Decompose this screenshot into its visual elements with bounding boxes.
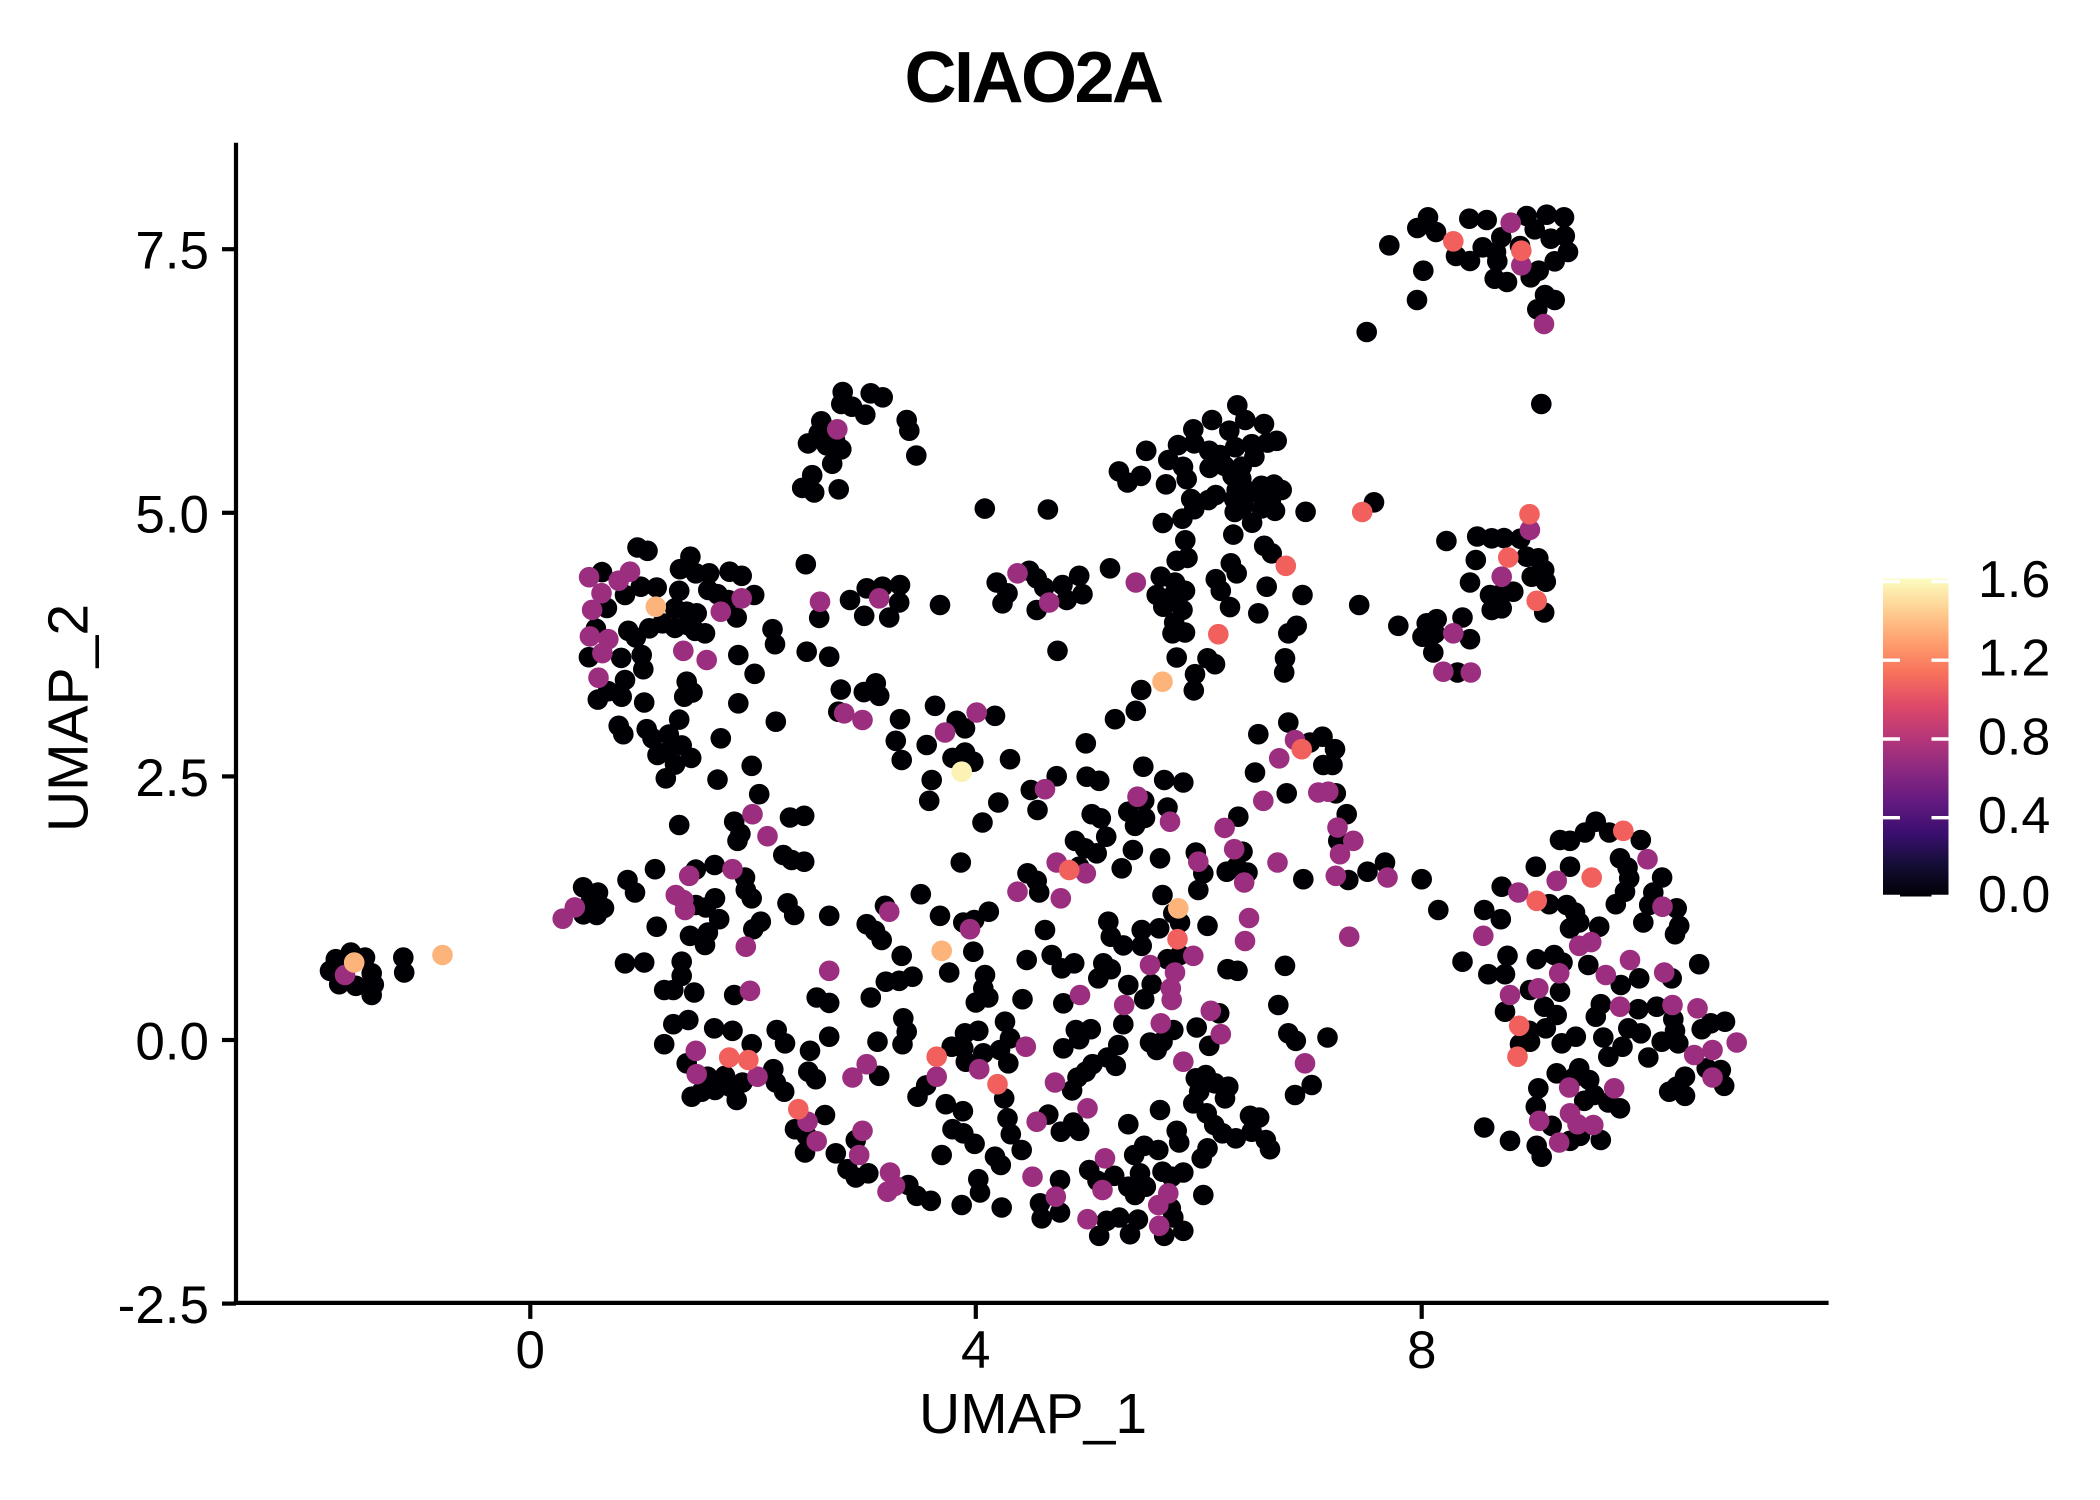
- svg-text:5.0: 5.0: [135, 485, 209, 544]
- svg-text:4: 4: [961, 1321, 990, 1380]
- svg-text:-2.5: -2.5: [118, 1276, 209, 1335]
- svg-text:8: 8: [1407, 1321, 1436, 1380]
- svg-text:UMAP_2: UMAP_2: [37, 604, 101, 832]
- svg-text:0.0: 0.0: [1978, 866, 2050, 924]
- svg-text:2.5: 2.5: [135, 749, 209, 808]
- svg-text:1.2: 1.2: [1978, 630, 2050, 688]
- svg-text:0.4: 0.4: [1978, 787, 2050, 845]
- svg-text:0.8: 0.8: [1978, 709, 2050, 767]
- svg-text:1.6: 1.6: [1978, 551, 2050, 609]
- svg-text:7.5: 7.5: [135, 222, 209, 281]
- svg-text:UMAP_1: UMAP_1: [919, 1382, 1147, 1446]
- svg-text:CIAO2A: CIAO2A: [904, 38, 1163, 118]
- svg-text:0: 0: [516, 1321, 545, 1380]
- svg-text:0.0: 0.0: [135, 1013, 209, 1072]
